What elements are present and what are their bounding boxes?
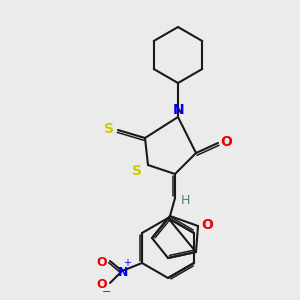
Text: O: O <box>97 256 107 268</box>
Text: −: − <box>102 287 112 297</box>
Text: N: N <box>118 266 128 278</box>
Text: O: O <box>220 135 232 149</box>
Text: H: H <box>180 194 190 206</box>
Text: S: S <box>132 164 142 178</box>
Text: N: N <box>173 103 185 117</box>
Text: +: + <box>123 258 131 268</box>
Text: O: O <box>97 278 107 290</box>
Text: O: O <box>201 218 213 232</box>
Text: S: S <box>104 122 114 136</box>
